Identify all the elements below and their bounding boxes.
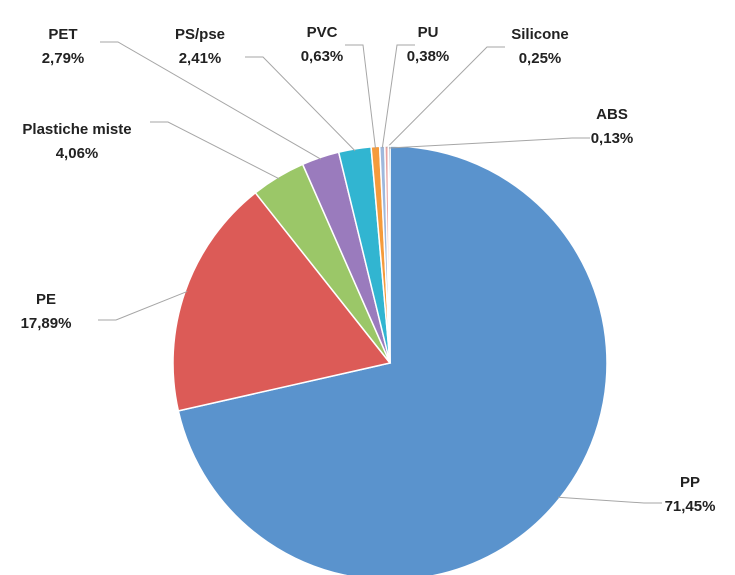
- slice-label: PP: [680, 474, 700, 491]
- leader-line: [98, 290, 188, 321]
- leader-line: [557, 496, 662, 504]
- value-label: 4,06%: [56, 145, 99, 162]
- leader-line: [345, 44, 376, 149]
- slice-label: ABS: [596, 106, 628, 123]
- leader-line: [389, 137, 590, 149]
- value-label: 0,13%: [591, 130, 634, 147]
- value-label: 2,79%: [42, 50, 85, 67]
- leader-line: [386, 46, 505, 149]
- slice-label: PS/pse: [175, 26, 225, 43]
- slice-label: PET: [48, 26, 77, 43]
- value-label: 2,41%: [179, 50, 222, 67]
- value-label: 0,25%: [519, 50, 562, 67]
- slice-label: PU: [418, 24, 439, 41]
- slice-label: Plastiche miste: [22, 121, 131, 138]
- leader-line: [245, 56, 356, 152]
- leader-line: [381, 44, 415, 149]
- pie-slice: [177, 145, 608, 575]
- slice-label: PE: [36, 291, 56, 308]
- pie-slice: [172, 191, 392, 412]
- value-label: 0,38%: [407, 48, 450, 65]
- slice-label: Silicone: [511, 26, 569, 43]
- slice-label: PVC: [307, 24, 338, 41]
- value-label: 17,89%: [21, 315, 72, 332]
- pie-slice: [387, 145, 391, 364]
- value-label: 0,63%: [301, 48, 344, 65]
- value-label: 71,45%: [665, 498, 716, 515]
- leader-line: [100, 41, 322, 160]
- leader-line: [150, 121, 280, 180]
